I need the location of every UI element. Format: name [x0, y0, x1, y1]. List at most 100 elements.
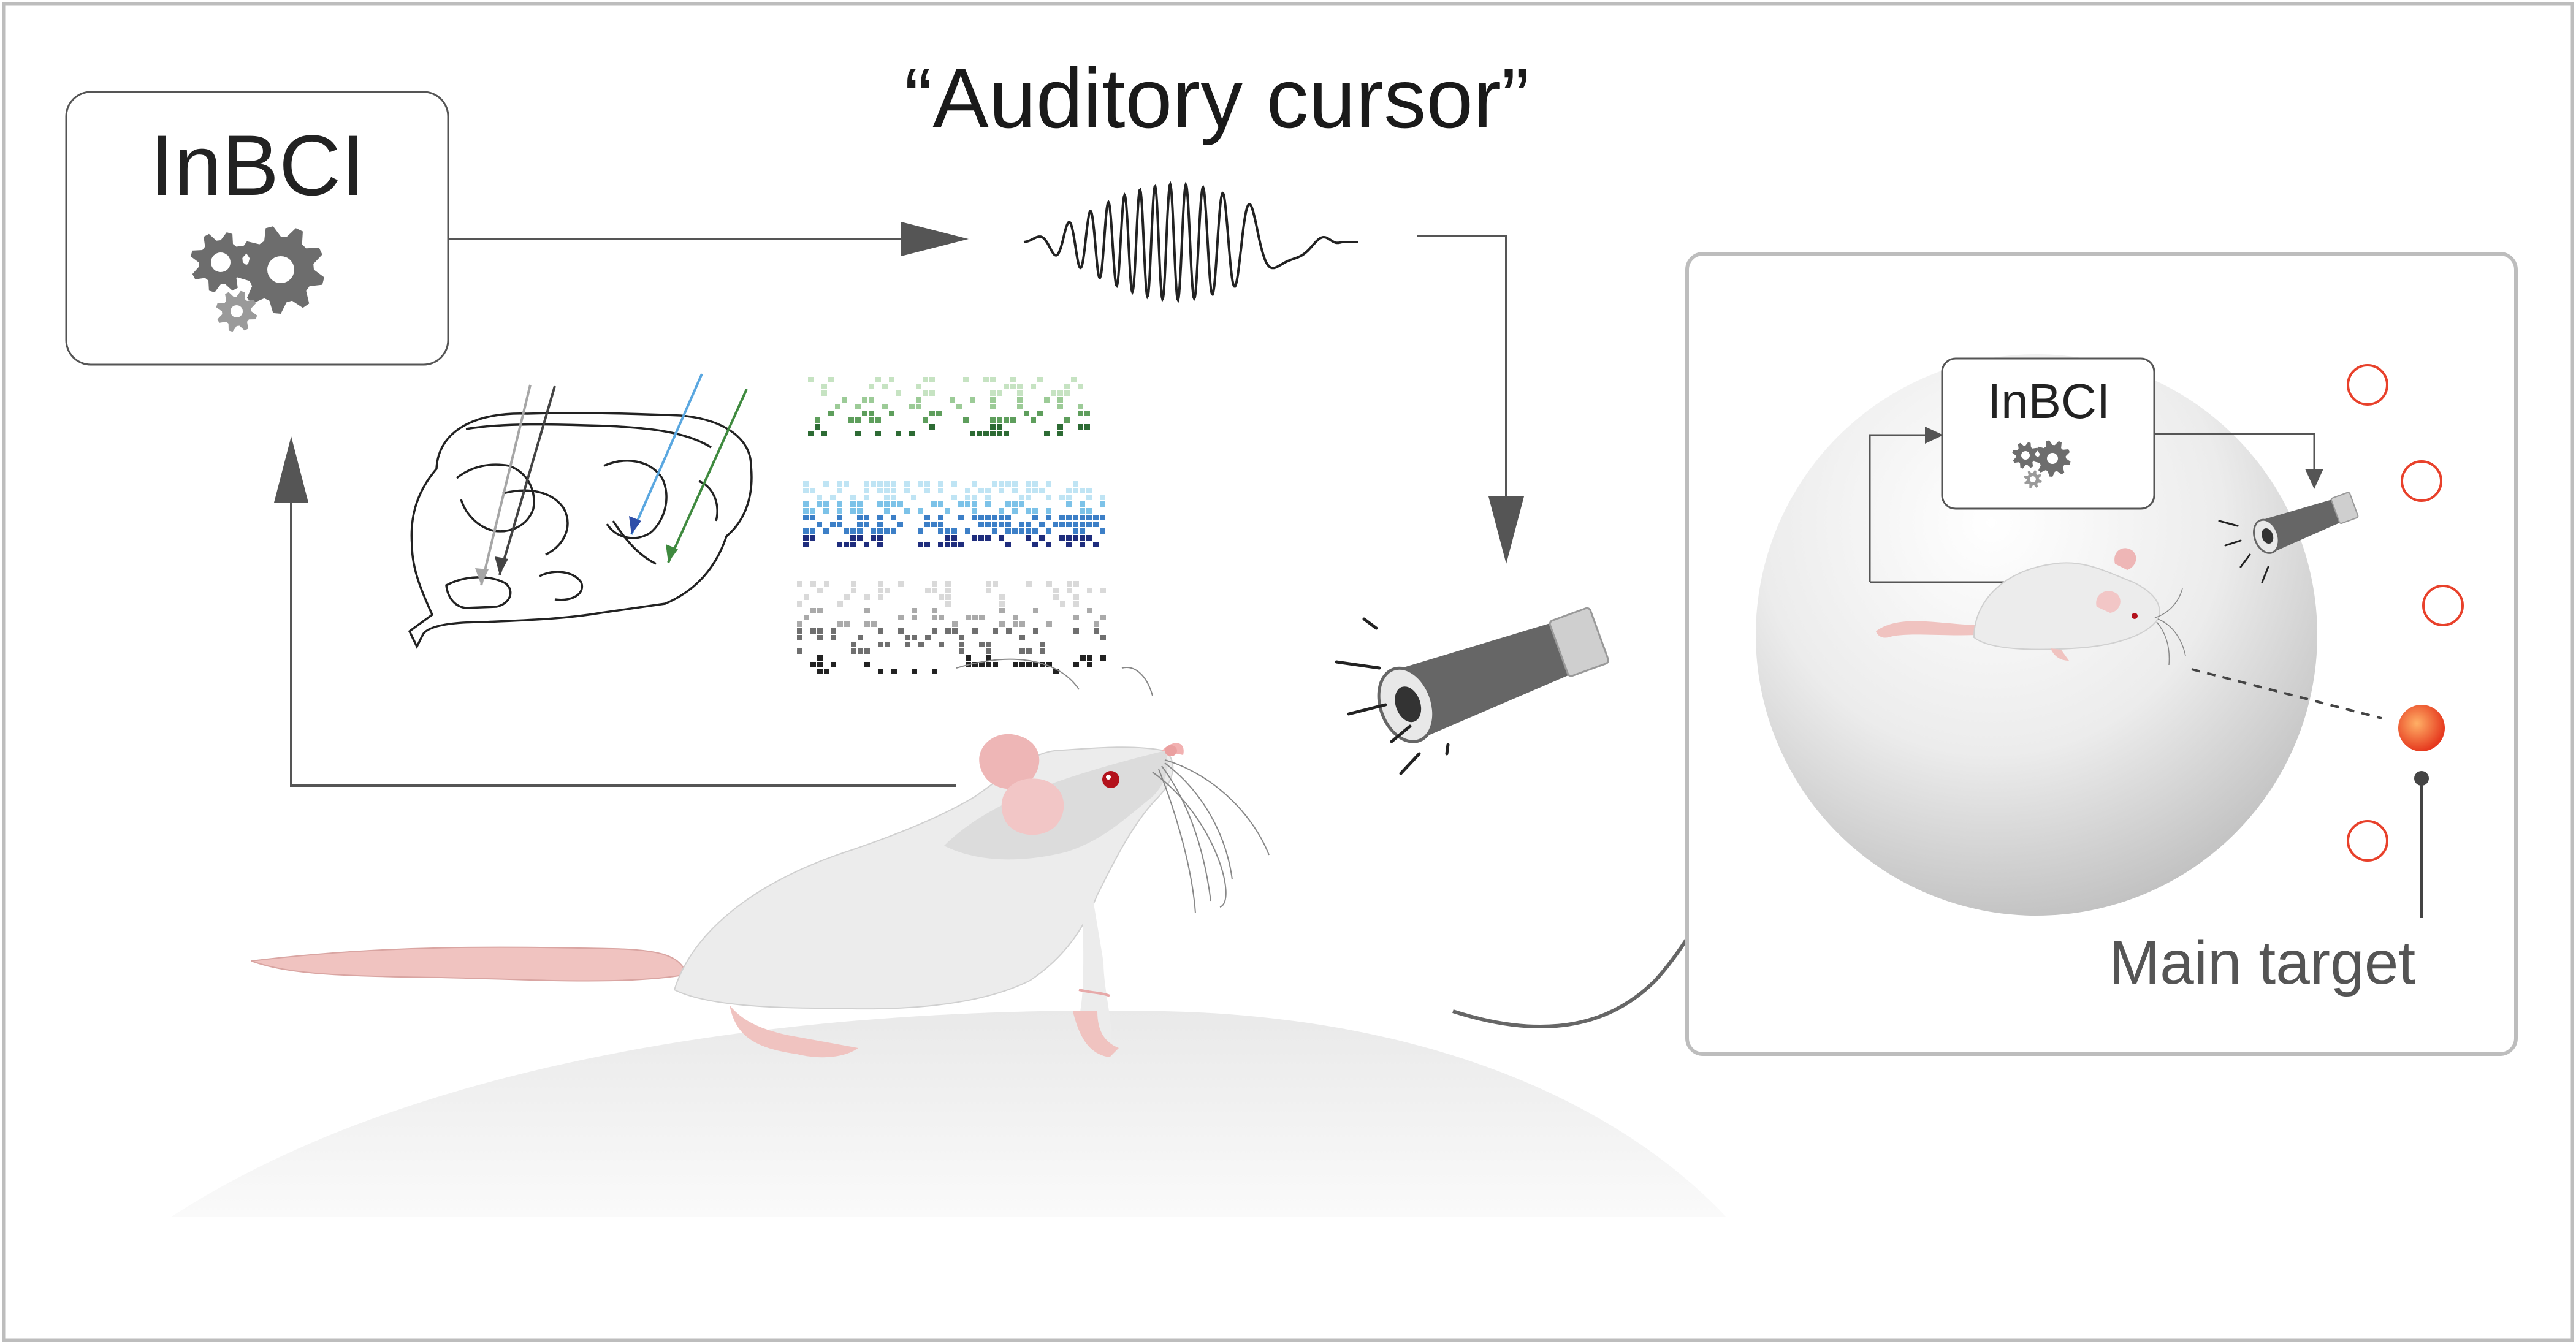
spike-mark [851, 581, 856, 587]
spike-mark [885, 642, 890, 647]
spike-mark [1093, 515, 1099, 520]
spike-mark [882, 404, 888, 409]
spike-mark [1019, 528, 1024, 534]
spike-mark [864, 648, 870, 654]
spike-mark [850, 535, 856, 541]
spike-mark [959, 635, 964, 640]
spike-mark [1080, 488, 1085, 493]
spike-mark [959, 648, 964, 654]
spike-mark [924, 515, 930, 520]
ground-surface [172, 1010, 1726, 1217]
spike-mark [932, 608, 937, 613]
spike-mark [1004, 384, 1009, 389]
spike-mark [958, 515, 964, 520]
spike-mark [970, 431, 975, 436]
spike-mark [1012, 481, 1018, 487]
spike-mark [1084, 411, 1090, 416]
spike-mark [817, 608, 823, 613]
spike-mark [1086, 495, 1092, 500]
spike-mark [1033, 628, 1038, 634]
spike-mark [1046, 621, 1052, 627]
gear-icon [191, 232, 251, 292]
spike-mark [1073, 615, 1079, 620]
spike-mark [864, 522, 869, 527]
spike-mark [985, 522, 991, 527]
spike-mark [938, 481, 943, 487]
spike-mark [857, 528, 863, 534]
spike-mark [855, 417, 861, 423]
spike-mark [1067, 588, 1072, 593]
spike-mark [963, 417, 969, 423]
speaker-icon [1377, 607, 1609, 743]
spike-mark [985, 515, 991, 520]
spike-mark [848, 417, 854, 423]
spike-mark [821, 384, 827, 389]
spike-mark [1086, 508, 1092, 514]
spike-mark [916, 384, 921, 389]
spike-mark [972, 535, 977, 541]
spike-mark [992, 481, 997, 487]
spike-mark [909, 431, 915, 436]
spike-mark [999, 608, 1005, 613]
spike-mark [993, 581, 998, 587]
spike-mark [851, 642, 856, 647]
spike-mark [1073, 528, 1078, 534]
spike-mark [986, 581, 991, 587]
spike-mark [885, 588, 890, 593]
spike-mark [1080, 515, 1085, 520]
spike-mark [875, 377, 881, 382]
mouse-large [251, 658, 1270, 1058]
main-target-label: Main target [2109, 928, 2415, 997]
spike-mark [1046, 508, 1051, 514]
spike-mark [1087, 662, 1092, 667]
spike-raster-green [808, 377, 1090, 436]
spike-mark [1073, 581, 1079, 587]
spike-mark [918, 542, 923, 547]
spike-mark [972, 495, 977, 500]
spike-mark [1006, 628, 1012, 634]
spike-mark [1080, 655, 1086, 661]
spike-mark [985, 488, 991, 493]
spike-mark [875, 431, 881, 436]
spike-mark [972, 662, 978, 667]
spike-mark [1040, 642, 1045, 647]
spike-mark [966, 655, 971, 661]
spike-mark [945, 594, 951, 600]
sound-lines [1335, 617, 1450, 775]
spike-mark [1005, 542, 1011, 547]
spike-mark [972, 615, 978, 620]
arrow-inbci-to-cursor [448, 222, 969, 256]
spike-mark [1039, 488, 1045, 493]
spike-mark [1044, 431, 1050, 436]
spike-mark [1100, 655, 1106, 661]
spike-mark [857, 535, 863, 541]
spike-mark [817, 655, 823, 661]
spike-mark [925, 635, 931, 640]
spike-mark [878, 581, 883, 587]
spike-mark [878, 628, 883, 634]
spike-mark [929, 377, 935, 382]
spike-mark [979, 615, 985, 620]
spike-mark [1013, 615, 1018, 620]
spike-mark [1060, 601, 1065, 607]
spike-mark [1026, 508, 1031, 514]
spike-mark [1032, 542, 1038, 547]
spike-mark [830, 495, 836, 500]
spike-mark [970, 397, 975, 403]
spike-mark [999, 481, 1004, 487]
spike-mark [963, 377, 969, 382]
gaze-line [2191, 668, 2382, 719]
target-1 [2347, 364, 2388, 406]
spike-mark [884, 481, 890, 487]
spike-mark [916, 397, 921, 403]
spike-mark [1100, 515, 1105, 520]
spike-mark [878, 594, 883, 600]
spike-mark [939, 594, 944, 600]
spike-mark [923, 417, 928, 423]
spike-mark [956, 404, 962, 409]
spike-mark [851, 648, 856, 654]
spike-mark [1019, 495, 1024, 500]
spike-mark [1073, 662, 1079, 667]
spike-mark [979, 642, 985, 647]
